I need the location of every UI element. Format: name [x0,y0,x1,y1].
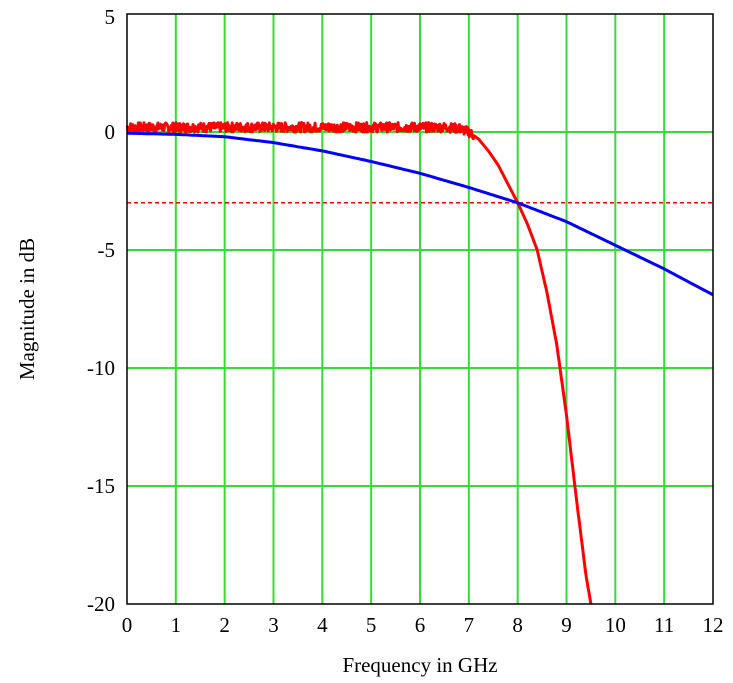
x-tick-labels: 0 1 2 3 4 5 6 7 8 9 10 11 12 [122,613,724,637]
y-tick-label: -20 [87,592,115,616]
series-line-1 [125,121,593,605]
x-tick-label: 6 [415,613,426,637]
y-tick-label: -10 [87,356,115,380]
x-tick-label: 1 [171,613,182,637]
y-tick-label: -15 [87,474,115,498]
x-tick-label: 4 [317,613,328,637]
x-tick-label: 2 [219,613,230,637]
x-tick-label: 9 [561,613,572,637]
plot-frame [126,13,714,605]
grid [127,14,713,604]
x-tick-label: 8 [512,613,523,637]
x-tick-label: 12 [703,613,724,637]
series-layer [125,121,714,605]
x-tick-label: 3 [268,613,279,637]
y-tick-label: -5 [98,238,116,262]
y-tick-label: 0 [105,120,116,144]
x-tick-label: 5 [366,613,377,637]
x-tick-label: 0 [122,613,133,637]
y-axis-title: Magnitude in dB [15,238,39,380]
x-tick-label: 10 [605,613,626,637]
series-line-2 [127,131,714,297]
y-tick-labels: 5 0 -5 -10 -15 -20 [87,5,115,616]
x-tick-label: 11 [654,613,674,637]
y-tick-label: 5 [105,5,116,29]
x-axis-title: Frequency in GHz [342,653,497,677]
x-tick-label: 7 [464,613,475,637]
